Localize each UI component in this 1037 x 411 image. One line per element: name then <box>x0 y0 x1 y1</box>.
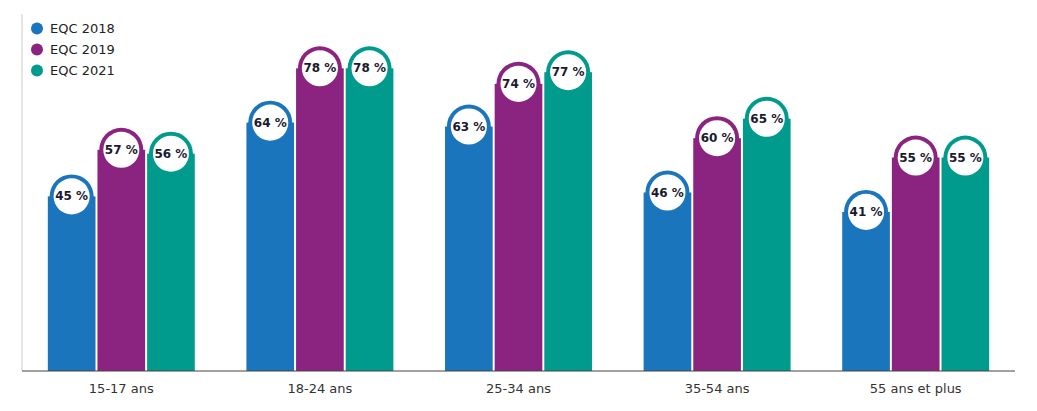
label-disc <box>451 108 487 144</box>
label-disc <box>848 194 884 230</box>
bar <box>743 119 791 371</box>
bar <box>246 123 294 371</box>
bar <box>445 127 493 371</box>
label-disc <box>699 120 735 156</box>
label-disc <box>898 140 934 176</box>
label-disc <box>54 178 90 214</box>
bar <box>97 150 145 371</box>
data-label: 60 % <box>701 131 734 145</box>
legend-swatch <box>31 65 43 77</box>
label-ring <box>99 128 143 172</box>
data-label: 65 % <box>750 112 783 126</box>
legend-label: EQC 2019 <box>50 42 115 57</box>
legend-swatch <box>31 23 43 35</box>
data-label: 55 % <box>949 151 982 165</box>
data-label: 46 % <box>651 186 684 200</box>
label-disc <box>947 140 983 176</box>
bars <box>48 68 989 371</box>
data-label: 77 % <box>552 65 585 79</box>
data-label: 63 % <box>452 120 485 134</box>
label-ring <box>447 105 491 149</box>
label-ring <box>50 174 94 218</box>
label-disc <box>252 105 288 141</box>
x-axis-line <box>22 370 1015 371</box>
legend-label: EQC 2018 <box>50 21 115 36</box>
label-disc <box>153 136 189 172</box>
label-ring <box>844 190 888 234</box>
legend: EQC 2018 EQC 2019 EQC 2021 <box>31 21 115 78</box>
label-disc <box>302 50 338 86</box>
legend-swatch <box>31 44 43 56</box>
bar <box>346 68 394 371</box>
data-label: 78 % <box>353 61 386 75</box>
label-ring <box>695 116 739 160</box>
bar <box>495 84 543 371</box>
label-disc <box>103 132 139 168</box>
bar <box>296 68 344 371</box>
label-ring <box>546 50 590 94</box>
page: {"chart_data": {"type": "bar", "categori… <box>0 0 1037 411</box>
bar <box>48 196 96 371</box>
bar <box>892 158 940 371</box>
label-disc <box>749 101 785 137</box>
legend-label: EQC 2021 <box>50 63 115 78</box>
data-label: 45 % <box>55 189 88 203</box>
label-ring <box>943 136 987 180</box>
y-axis-line <box>22 14 23 371</box>
label-ring <box>149 132 193 176</box>
data-label: 57 % <box>105 143 138 157</box>
label-disc <box>352 50 388 86</box>
x-tick-label: 18-24 ans <box>287 381 352 396</box>
data-label: 64 % <box>254 116 287 130</box>
label-ring <box>348 46 392 90</box>
label-disc <box>500 66 536 102</box>
chart-container: 15-17 ans 18-24 ans 25-34 ans 35-54 ans 55 a… <box>0 0 1037 411</box>
bar <box>693 138 741 371</box>
label-disc <box>550 54 586 90</box>
label-ring <box>745 97 789 141</box>
x-tick-label: 25-34 ans <box>486 381 551 396</box>
x-tick-label: 35-54 ans <box>685 381 750 396</box>
data-label: 41 % <box>850 205 883 219</box>
bar <box>644 193 692 372</box>
data-label: 78 % <box>303 61 336 75</box>
bar <box>842 212 890 371</box>
label-disc <box>649 174 685 210</box>
data-labels: 45 % 64 % 63 % 46 % 41 % 57 % 78 % 74 % 60 % 55 %… <box>50 46 988 234</box>
label-ring <box>497 62 541 106</box>
label-ring <box>248 101 292 145</box>
bar <box>147 154 195 371</box>
bar <box>942 158 990 371</box>
bar <box>544 72 592 371</box>
label-ring <box>298 46 342 90</box>
chart-svg: 15-17 ans 18-24 ans 25-34 ans 35-54 ans 55 a… <box>0 0 1037 411</box>
data-label: 56 % <box>154 147 187 161</box>
label-ring <box>894 136 938 180</box>
x-tick-label: 15-17 ans <box>89 381 154 396</box>
x-tick-label: 55 ans et plus <box>870 381 962 396</box>
data-label: 74 % <box>502 77 535 91</box>
label-ring <box>645 171 689 215</box>
data-label: 55 % <box>899 151 932 165</box>
